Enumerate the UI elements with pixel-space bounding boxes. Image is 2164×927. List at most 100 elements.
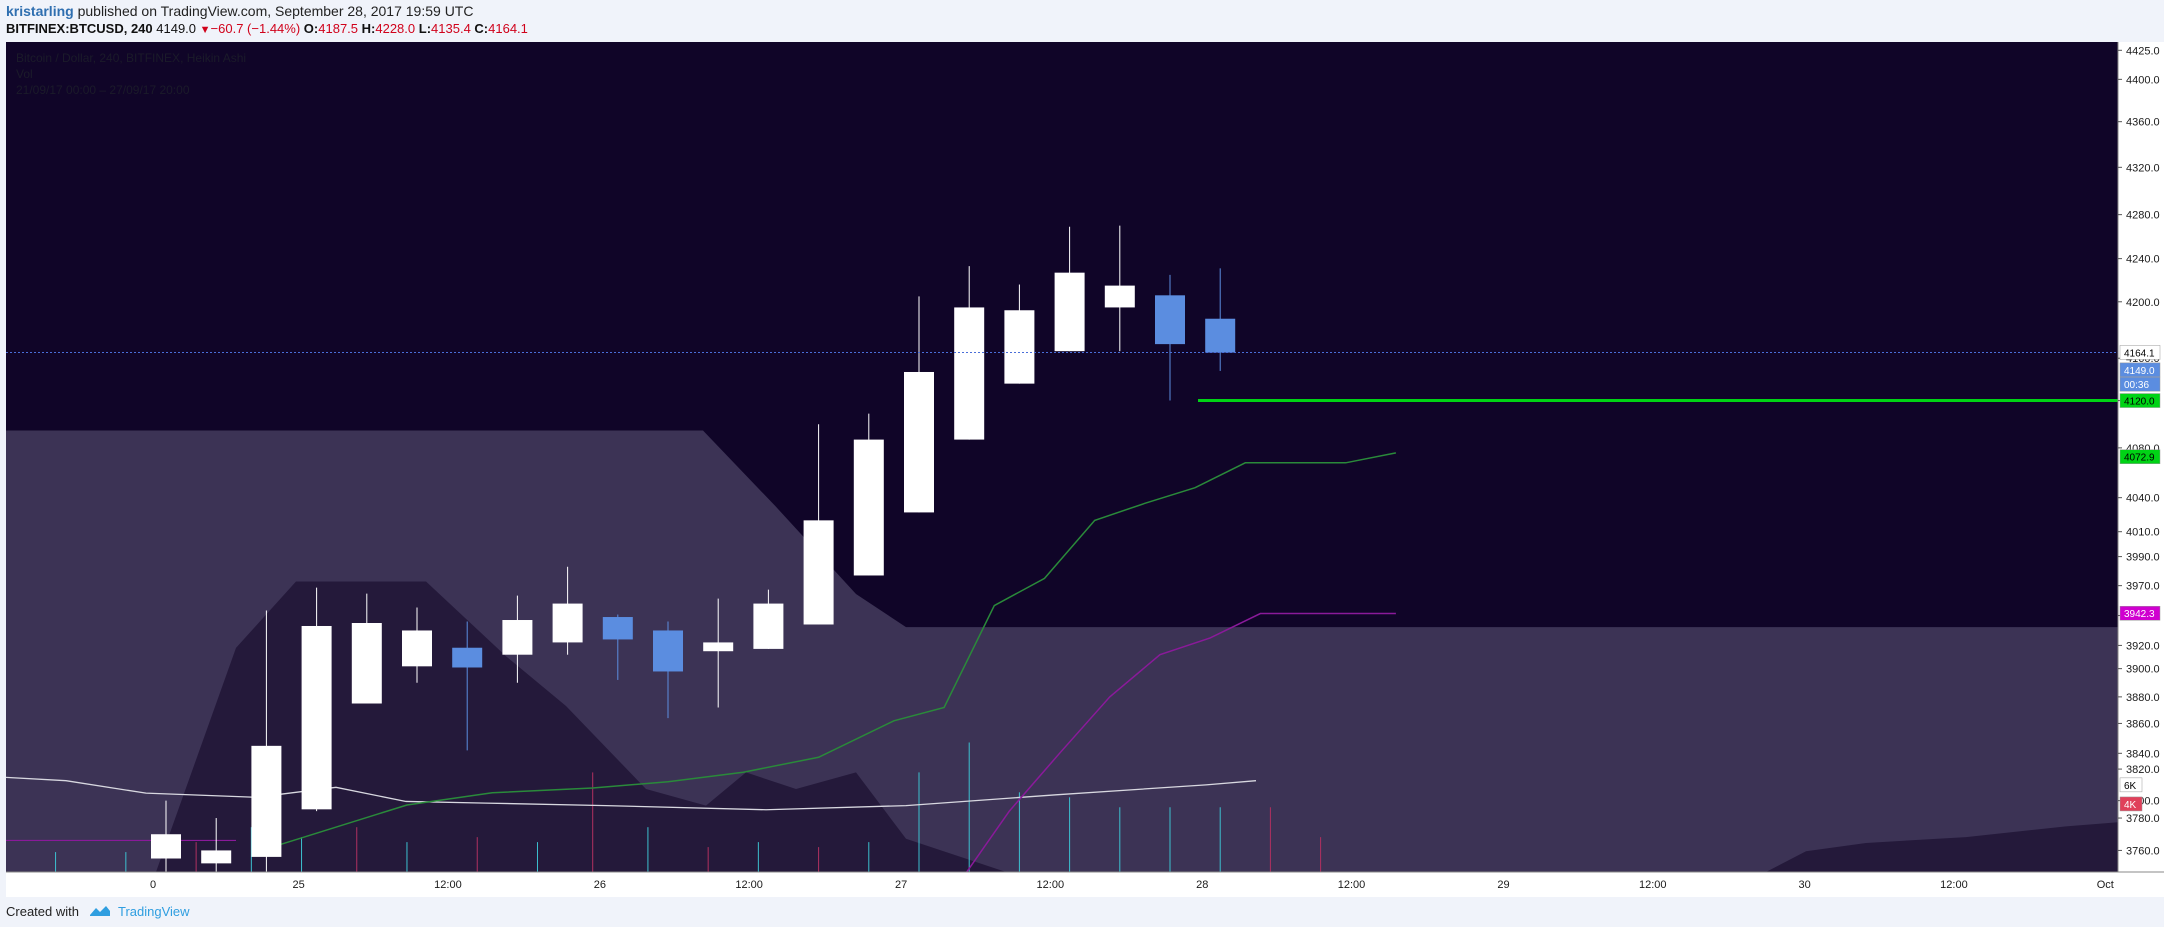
time-tick-label: 29: [1497, 879, 1509, 891]
candle-body: [452, 647, 483, 668]
candle-body: [1104, 285, 1135, 308]
candle-body: [803, 520, 834, 625]
candle-body: [1205, 318, 1236, 353]
price-tick-label: 3840.0: [2126, 748, 2160, 760]
price-tag-bg: [2119, 345, 2161, 360]
price-tag-label: 4120.0: [2124, 397, 2155, 408]
price-tick-label: 4280.0: [2126, 210, 2160, 222]
candle-body: [251, 745, 282, 857]
time-tick-label: 12:00: [1639, 879, 1667, 891]
last-price: 4149.0: [156, 21, 197, 36]
price-tick-label: 3760.0: [2126, 845, 2160, 857]
price-tick-label: 3900.0: [2126, 664, 2160, 676]
time-tick-label: 0: [150, 879, 156, 891]
price-tick-label: 4240.0: [2126, 254, 2160, 266]
price-tag-label: 3942.3: [2124, 609, 2155, 620]
chart-area[interactable]: 3760.0 3780.0 3800.0 3820.0 3840.0 3860.0 3880…: [6, 42, 2164, 897]
candle-body: [502, 620, 533, 655]
open-label: O:: [303, 21, 319, 36]
price-tick-label: 3780.0: [2126, 813, 2160, 825]
candle-body: [954, 307, 985, 440]
price-tag-bg: [2119, 393, 2161, 408]
footer: Created with TradingView: [0, 897, 2164, 927]
time-tick-label: 30: [1799, 879, 1811, 891]
candle-body: [301, 625, 332, 810]
time-tick-label: 25: [293, 879, 305, 891]
price-chart[interactable]: 3760.03780.03800.03820.03840.03860.03880…: [6, 42, 2164, 897]
candle-body: [1155, 295, 1185, 345]
price-tag-bg: [2119, 605, 2161, 621]
candle-body: [201, 850, 232, 864]
price-tick-label: 4200.0: [2126, 297, 2160, 309]
legend-range: 21/09/17 00:00 – 27/09/17 20:00: [16, 83, 190, 97]
time-tick-label: 28: [1196, 879, 1208, 891]
tradingview-link[interactable]: TradingView: [118, 904, 190, 919]
legend-volume: Vol: [16, 67, 33, 81]
close-label: C:: [474, 21, 489, 36]
candle-body: [753, 603, 784, 649]
price-tick-label: 4040.0: [2126, 493, 2160, 505]
candle-body: [602, 617, 633, 640]
price-tags: 4164.1 4149.0 00:36 4120.0 4072.9 3942.3 6K 4K: [2119, 345, 2161, 812]
published-text: published on TradingView.com, September …: [73, 3, 474, 19]
price-tag-bg: [2119, 449, 2161, 464]
volume-tag-label: 6K: [2124, 781, 2137, 792]
price-tag-label: 4164.1: [2124, 348, 2155, 359]
open-value: 4187.5: [318, 21, 359, 36]
volume-tag-bg: [2119, 796, 2143, 812]
price-tick-label: 4360.0: [2126, 117, 2160, 129]
volume-tag-bg: [2119, 777, 2143, 793]
time-tick-label: 12:00: [1940, 879, 1968, 891]
moving-averages: [261, 452, 1397, 884]
time-tick-label: 12:00: [735, 879, 763, 891]
ma-green-line: [261, 452, 1397, 852]
candle-body: [151, 834, 181, 859]
price-tag-label: 4149.0: [2124, 366, 2155, 377]
author-link[interactable]: kristarling: [6, 3, 74, 19]
legend-symbol: Bitcoin / Dollar, 240, BITFINEX, Heikin …: [16, 51, 247, 65]
price-tag-bg: [2119, 362, 2161, 378]
tradingview-logo-icon: [90, 906, 110, 916]
time-tick-label: 12:00: [1338, 879, 1366, 891]
time-tick-label: Oct: [2097, 879, 2114, 891]
low-value: 4135.4: [431, 21, 471, 36]
price-tick-label: 4010.0: [2126, 527, 2160, 539]
price-tick-label: 3860.0: [2126, 718, 2160, 730]
volume-ma-white: [6, 776, 1257, 811]
price-tick-label: 3820.0: [2126, 764, 2160, 776]
price-tick-label: 3920.0: [2126, 640, 2160, 652]
time-tick-label: 27: [895, 879, 907, 891]
candle-body: [1004, 310, 1035, 384]
candle-body: [1054, 272, 1085, 352]
down-triangle-icon: ▼: [199, 24, 211, 36]
candle-body: [853, 439, 884, 576]
created-with-label: Created with: [6, 904, 79, 919]
time-axis[interactable]: 0 25 12:00 26 12:00 27 12:00 28 12:00 29 12:00 30 12…: [6, 871, 2164, 897]
high-value: 4228.0: [375, 21, 416, 36]
cloud-right: [1766, 822, 2118, 872]
volume-bars: [6, 742, 1322, 872]
symbol-label: BITFINEX:BTCUSD, 240: [6, 21, 153, 36]
price-tag-bg: [2119, 376, 2161, 392]
candle-body: [552, 603, 583, 643]
price-tag-label: 00:36: [2124, 380, 2149, 391]
ma-purple-line: [958, 612, 1396, 884]
price-tag-label: 4072.9: [2124, 453, 2155, 464]
price-tick-label: 3880.0: [2126, 692, 2160, 704]
horizontal-lines: [6, 351, 2118, 403]
price-tick-label: 4400.0: [2126, 74, 2160, 86]
chart-legend: Bitcoin / Dollar, 240, BITFINEX, Heikin …: [16, 50, 246, 98]
chart-header: kristarling published on TradingView.com…: [0, 0, 2164, 42]
price-tick-label: 3990.0: [2126, 552, 2160, 564]
candle-body: [351, 623, 382, 704]
time-tick-label: 26: [594, 879, 606, 891]
ohlc-readout: BITFINEX:BTCUSD, 240 4149.0 ▼−60.7 (−1.4…: [6, 21, 528, 36]
candle-body: [703, 642, 734, 652]
price-tick-label: 4320.0: [2126, 162, 2160, 174]
time-axis-bg: [6, 872, 2164, 897]
time-tick-label: 12:00: [1037, 879, 1065, 891]
publish-info: kristarling published on TradingView.com…: [6, 3, 473, 19]
price-tick-label: 4425.0: [2126, 45, 2160, 57]
candles: [151, 225, 1236, 887]
price-change: −60.7 (−1.44%): [210, 21, 301, 36]
